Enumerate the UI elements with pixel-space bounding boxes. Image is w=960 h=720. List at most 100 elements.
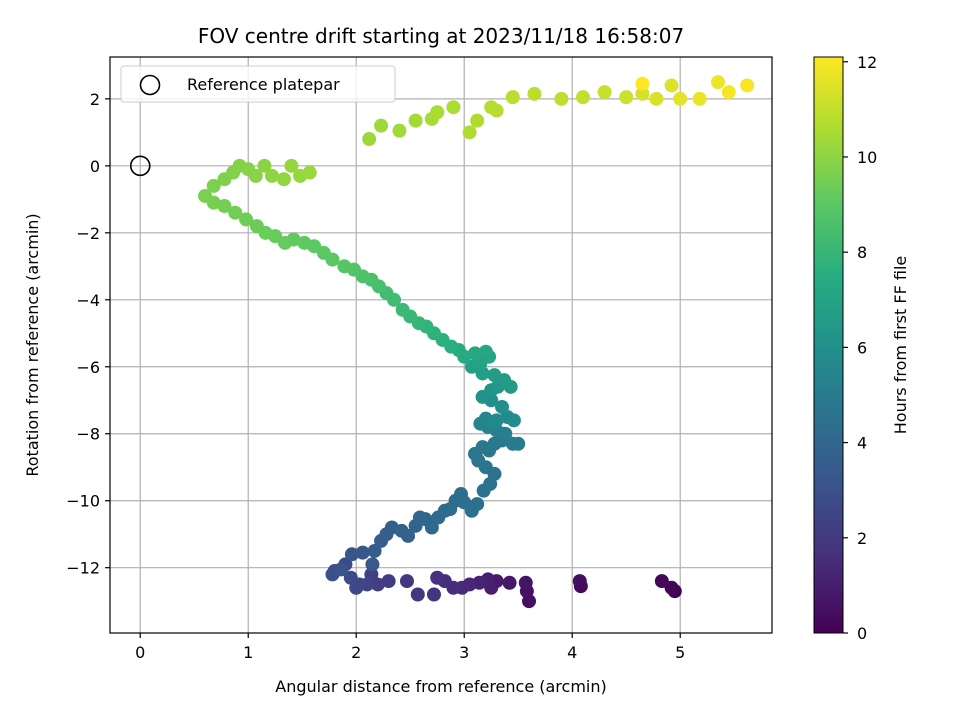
data-point [257, 158, 272, 173]
x-tick-label: 2 [351, 643, 361, 662]
data-point [619, 90, 634, 105]
data-point [302, 165, 317, 180]
data-point [249, 219, 264, 234]
y-tick-label: −12 [66, 559, 100, 578]
colorbar-tick-label: 8 [857, 243, 867, 262]
data-point [597, 85, 612, 100]
data-point [462, 125, 477, 140]
y-tick-label: −10 [66, 492, 100, 511]
x-tick-label: 1 [243, 643, 253, 662]
data-point [470, 113, 485, 128]
data-point [430, 105, 445, 120]
colorbar-tick-label: 6 [857, 338, 867, 357]
legend-marker [139, 74, 161, 96]
scatter-points [198, 75, 755, 609]
data-point [424, 520, 439, 535]
data-point [518, 575, 533, 590]
data-point [554, 91, 569, 106]
data-point [506, 413, 521, 428]
colorbar-ticks: 0 2 4 6 8 10 12 [843, 53, 877, 643]
data-point [495, 399, 510, 414]
data-point [692, 91, 707, 106]
data-point [468, 346, 483, 361]
colorbar-tick-label: 2 [857, 529, 867, 548]
colorbar-tick-label: 4 [857, 434, 867, 453]
y-axis-label: Rotation from reference (arcmin) [23, 213, 42, 476]
y-tick-label: −2 [76, 224, 100, 243]
plot-frame [109, 56, 773, 634]
data-point [217, 199, 232, 214]
data-point [487, 368, 502, 383]
data-point [239, 212, 254, 227]
data-point [478, 411, 493, 426]
y-tick-label: −6 [76, 358, 100, 377]
data-point [248, 168, 263, 183]
colorbar-tick-label: 10 [857, 148, 877, 167]
y-axis-ticks: −12 −10 −8 −6 −4 −2 0 2 [66, 90, 110, 578]
data-point [206, 178, 221, 193]
data-point [362, 132, 377, 147]
data-point [399, 574, 414, 589]
x-tick-label: 4 [567, 643, 577, 662]
data-point [337, 259, 352, 274]
data-point [370, 577, 385, 592]
data-point [649, 91, 664, 106]
y-tick-label: 0 [90, 157, 100, 176]
colorbar-tick-label: 12 [857, 53, 877, 72]
data-point [381, 574, 396, 589]
data-point [635, 76, 650, 91]
x-axis-ticks: 0 1 2 3 4 5 [135, 633, 685, 662]
data-point [365, 557, 380, 572]
data-point [430, 570, 445, 585]
data-point [374, 118, 389, 133]
legend-box [120, 65, 396, 103]
data-point [673, 91, 688, 106]
data-point [343, 570, 358, 585]
data-point [478, 344, 493, 359]
data-point [654, 574, 669, 589]
data-point [401, 528, 416, 543]
data-point [446, 100, 461, 115]
data-point [344, 547, 359, 562]
data-point [276, 172, 291, 187]
data-point [721, 85, 736, 100]
data-point [711, 75, 726, 90]
data-point [408, 113, 423, 128]
data-point [198, 188, 213, 203]
legend-label: Reference platepar [187, 75, 340, 94]
data-point [505, 90, 520, 105]
data-point [635, 86, 650, 101]
legend: Reference platepar [120, 65, 396, 103]
data-point [228, 205, 243, 220]
x-tick-label: 3 [459, 643, 469, 662]
data-point [503, 379, 518, 394]
colorbar-tick-label: 0 [857, 624, 867, 643]
data-point [572, 574, 587, 589]
y-tick-label: −4 [76, 291, 100, 310]
x-tick-label: 5 [675, 643, 685, 662]
colorbar-label: Hours from first FF file [891, 256, 910, 435]
data-point [284, 158, 299, 173]
data-point [355, 545, 370, 560]
data-point [664, 78, 679, 93]
reference-platepar-marker [129, 155, 151, 177]
chart-title: FOV centre drift starting at 2023/11/18 … [198, 24, 684, 48]
data-point [511, 436, 526, 451]
data-point [489, 413, 504, 428]
data-point [392, 123, 407, 138]
data-point [740, 78, 755, 93]
data-point [334, 562, 349, 577]
data-point [502, 575, 517, 590]
data-point [576, 90, 591, 105]
data-point [395, 302, 410, 317]
data-point [264, 168, 279, 183]
x-axis-label: Angular distance from reference (arcmin) [275, 677, 606, 696]
x-tick-label: 0 [135, 643, 145, 662]
data-point [470, 497, 485, 512]
data-point [489, 103, 504, 118]
y-tick-label: 2 [90, 90, 100, 109]
colorbar [813, 56, 844, 634]
data-point [410, 587, 425, 602]
data-point [367, 543, 382, 558]
